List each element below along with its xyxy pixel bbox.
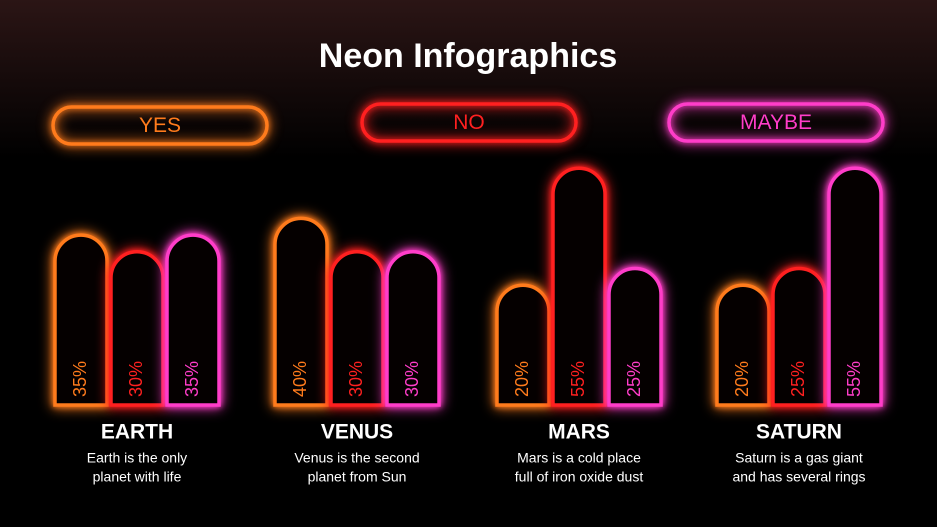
bar — [607, 266, 663, 407]
legend-pill — [667, 102, 885, 143]
value-label: 40% — [290, 361, 310, 397]
legend-pill — [360, 102, 578, 143]
value-label: 25% — [788, 361, 808, 397]
bar — [551, 166, 607, 407]
category-label: MARS — [548, 421, 610, 444]
bar — [495, 283, 551, 407]
value-label: 30% — [126, 361, 146, 397]
category-description: full of iron oxide dust — [515, 469, 644, 485]
category-description: planet with life — [93, 469, 182, 485]
value-label: 25% — [624, 361, 644, 397]
bar — [273, 216, 329, 407]
value-label: 55% — [844, 361, 864, 397]
category-description: Earth is the only — [87, 450, 187, 466]
category-description: planet from Sun — [308, 469, 407, 485]
value-label: 55% — [568, 361, 588, 397]
bar — [329, 250, 385, 407]
bar — [165, 233, 221, 407]
value-label: 20% — [732, 361, 752, 397]
bar — [109, 250, 165, 407]
value-label: 30% — [346, 361, 366, 397]
category-description: and has several rings — [732, 469, 865, 485]
bar — [715, 283, 771, 407]
category-label: EARTH — [101, 421, 173, 444]
bar — [827, 166, 883, 407]
category-label: SATURN — [756, 421, 842, 444]
category-description: Mars is a cold place — [517, 450, 641, 466]
bar — [771, 266, 827, 407]
value-label: 35% — [70, 361, 90, 397]
category-description: Venus is the second — [294, 450, 419, 466]
value-label: 35% — [182, 361, 202, 397]
category-label: VENUS — [321, 421, 393, 444]
value-label: 20% — [512, 361, 532, 397]
legend-label: YES — [139, 114, 181, 137]
legend-pill — [51, 105, 269, 146]
bar — [385, 250, 441, 407]
legend-label: NO — [453, 111, 485, 134]
category-description: Saturn is a gas giant — [735, 450, 863, 466]
legend-label: MAYBE — [740, 111, 812, 134]
value-label: 30% — [402, 361, 422, 397]
bar — [53, 233, 109, 407]
chart-title: Neon Infographics — [319, 37, 617, 75]
